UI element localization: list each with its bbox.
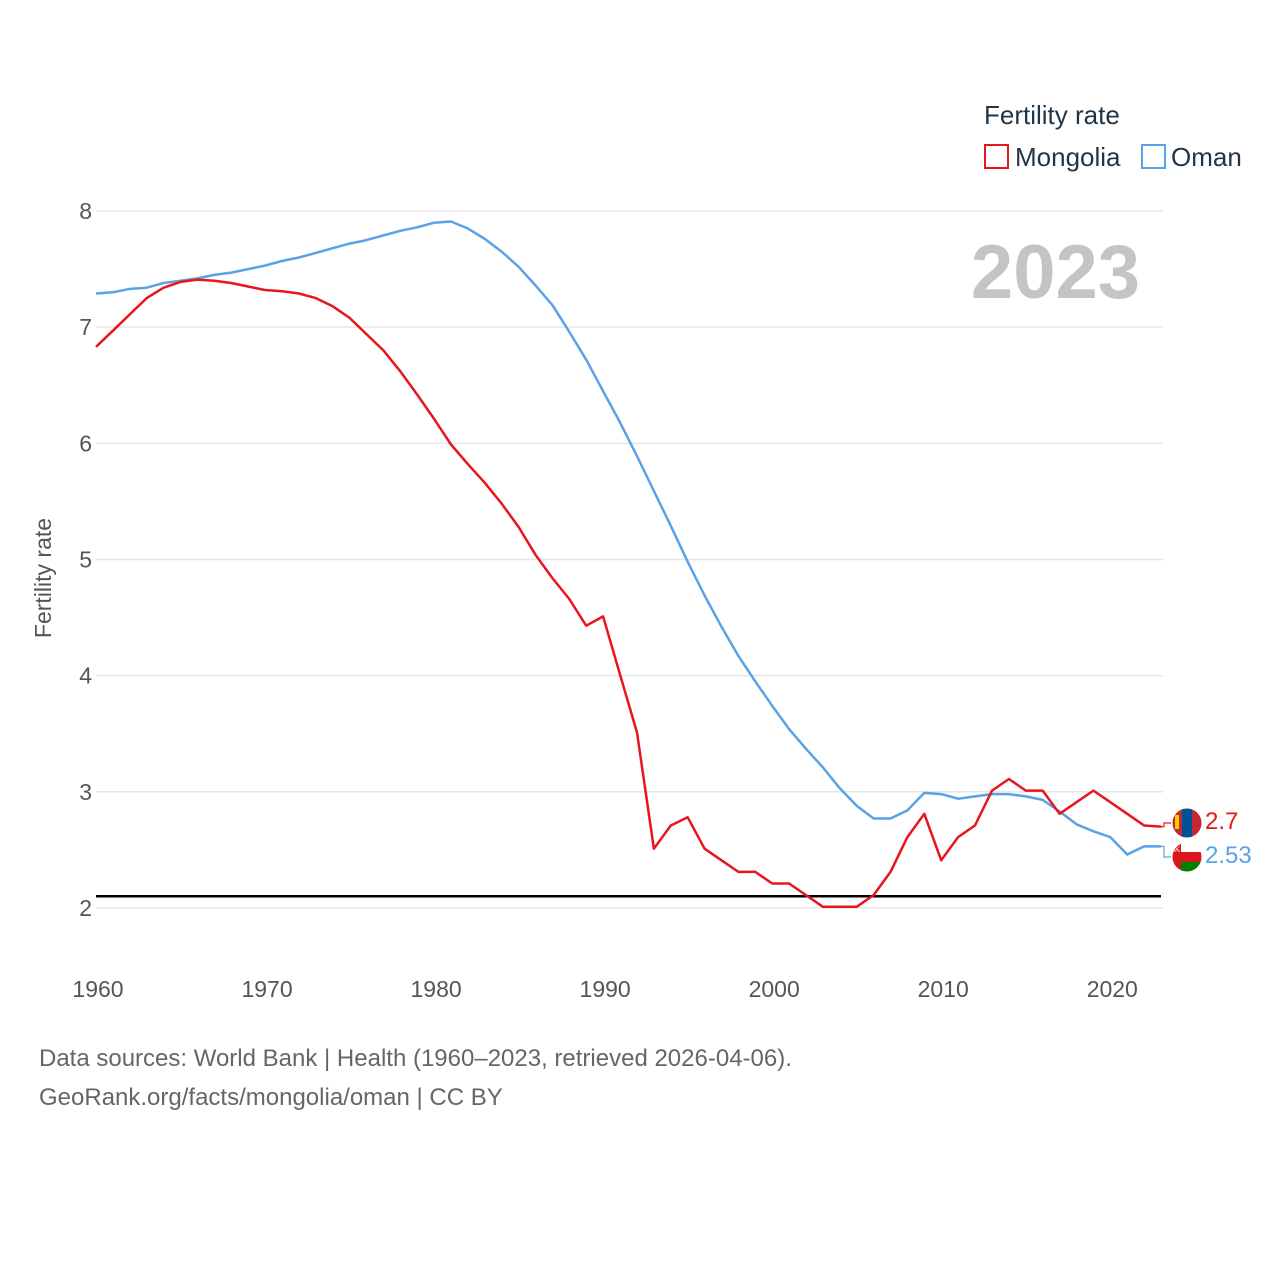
connector-mongolia: [1161, 822, 1171, 828]
y-axis-title: Fertility rate: [30, 518, 56, 638]
oman-flag-icon: ⚔: [1171, 841, 1203, 873]
grid: [96, 210, 1163, 909]
source-link[interactable]: GeoRank.org/facts/mongolia/oman | CC BY: [39, 1084, 503, 1111]
y-tick-2: 2: [79, 895, 92, 921]
x-tick-1970: 1970: [241, 976, 292, 1002]
y-tick-8: 8: [79, 198, 92, 224]
x-tick-1960: 1960: [72, 976, 123, 1002]
series-line-mongolia: [95, 278, 1162, 909]
series-line-oman: [95, 220, 1161, 856]
x-axis-ticks: 1960 1970 1980 1990 2000 2010 2020: [72, 976, 1137, 1002]
x-tick-1990: 1990: [580, 976, 631, 1002]
y-tick-4: 4: [79, 663, 92, 689]
legend-item-mongolia[interactable]: Mongolia: [984, 142, 1121, 172]
y-tick-6: 6: [79, 430, 92, 456]
legend-title: Fertility rate: [984, 100, 1120, 130]
y-tick-7: 7: [79, 314, 92, 340]
fertility-rate-chart: Fertility rate Mongolia Oman 2023 Fertil…: [30, 100, 1252, 1002]
legend-swatch-mongolia: [984, 144, 1009, 169]
svg-text:⚔: ⚔: [1173, 845, 1181, 855]
mongolia-flag-icon: [1171, 807, 1203, 839]
end-label-mongolia: 2.7: [1205, 808, 1238, 835]
x-tick-2020: 2020: [1087, 976, 1138, 1002]
y-tick-5: 5: [79, 546, 92, 572]
source-note: Data sources: World Bank | Health (1960–…: [39, 1045, 792, 1072]
legend-swatch-oman: [1141, 144, 1166, 169]
year-display: 2023: [971, 230, 1140, 315]
legend-label-oman: Oman: [1171, 142, 1242, 172]
legend-label-mongolia: Mongolia: [1015, 142, 1121, 172]
x-tick-2010: 2010: [918, 976, 969, 1002]
connector-oman: [1161, 845, 1171, 858]
end-label-oman: 2.53: [1205, 842, 1252, 869]
y-tick-3: 3: [79, 779, 92, 805]
x-tick-1980: 1980: [411, 976, 462, 1002]
x-tick-2000: 2000: [749, 976, 800, 1002]
y-axis-ticks: 2 3 4 5 6 7 8: [79, 198, 92, 921]
end-connectors: [1161, 822, 1171, 858]
series-lines: [95, 220, 1162, 909]
legend-item-oman[interactable]: Oman: [1141, 142, 1242, 172]
